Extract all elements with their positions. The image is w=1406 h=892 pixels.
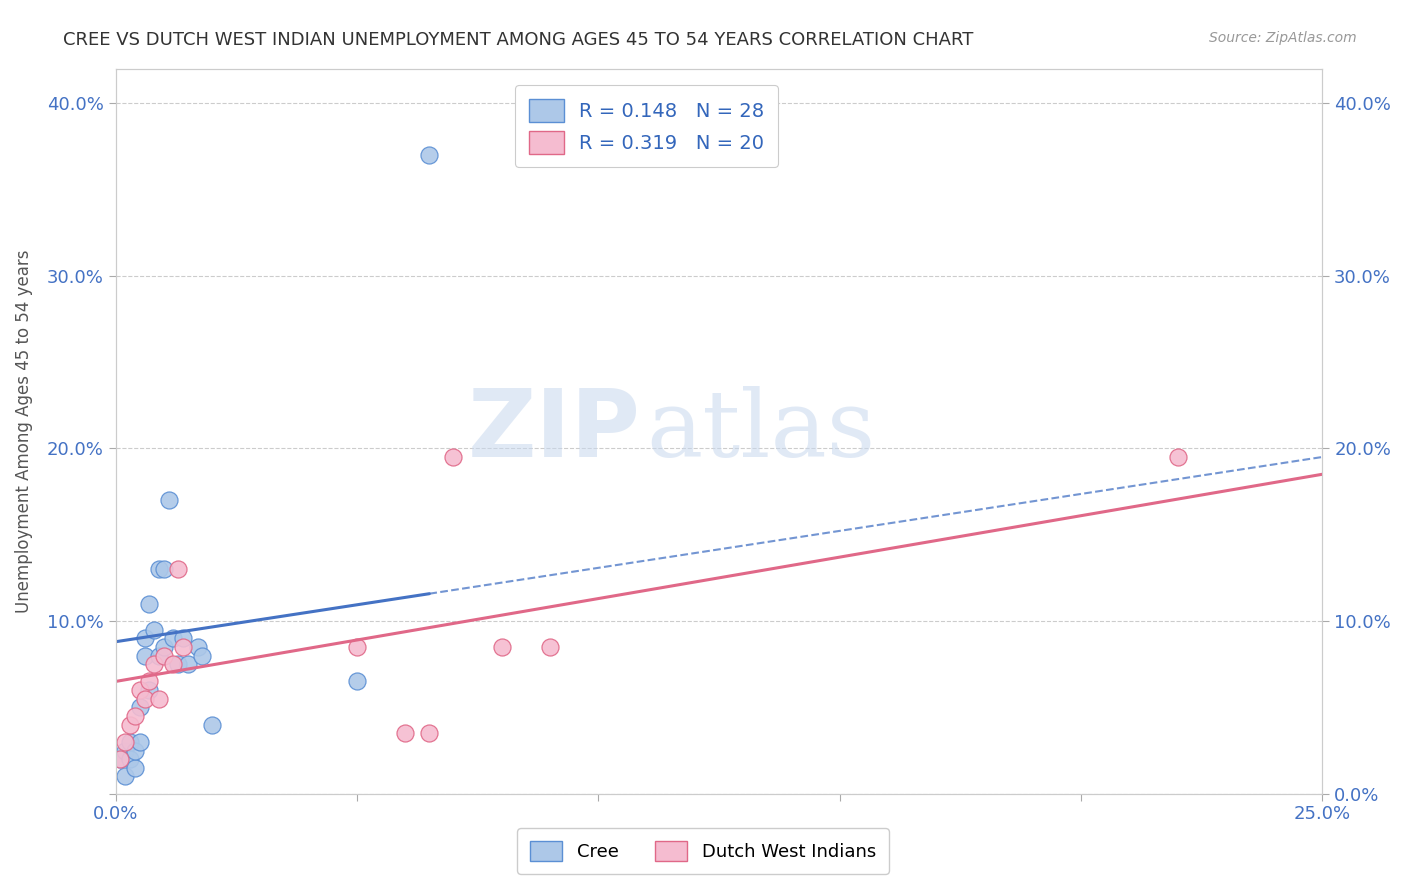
Legend: Cree, Dutch West Indians: Cree, Dutch West Indians bbox=[517, 828, 889, 874]
Point bbox=[443, 450, 465, 464]
Point bbox=[162, 657, 184, 672]
Point bbox=[1166, 450, 1188, 464]
Point bbox=[346, 674, 368, 689]
Point bbox=[118, 735, 141, 749]
Point bbox=[491, 640, 513, 654]
Point bbox=[167, 562, 190, 576]
Point bbox=[418, 726, 440, 740]
Point bbox=[134, 648, 156, 663]
Point bbox=[128, 700, 150, 714]
Point bbox=[172, 640, 194, 654]
Point bbox=[114, 735, 136, 749]
Point bbox=[143, 657, 166, 672]
Text: Source: ZipAtlas.com: Source: ZipAtlas.com bbox=[1209, 31, 1357, 45]
Point bbox=[110, 752, 132, 766]
Point bbox=[162, 632, 184, 646]
Text: atlas: atlas bbox=[647, 386, 876, 476]
Point bbox=[128, 735, 150, 749]
Point bbox=[110, 752, 132, 766]
Point bbox=[177, 657, 200, 672]
Point bbox=[138, 683, 160, 698]
Legend: R = 0.148   N = 28, R = 0.319   N = 20: R = 0.148 N = 28, R = 0.319 N = 20 bbox=[515, 86, 778, 168]
Point bbox=[187, 640, 209, 654]
Point bbox=[118, 717, 141, 731]
Point bbox=[191, 648, 214, 663]
Point bbox=[114, 743, 136, 757]
Point bbox=[148, 648, 170, 663]
Y-axis label: Unemployment Among Ages 45 to 54 years: Unemployment Among Ages 45 to 54 years bbox=[15, 250, 32, 613]
Point bbox=[153, 648, 176, 663]
Point bbox=[148, 562, 170, 576]
Text: CREE VS DUTCH WEST INDIAN UNEMPLOYMENT AMONG AGES 45 TO 54 YEARS CORRELATION CHA: CREE VS DUTCH WEST INDIAN UNEMPLOYMENT A… bbox=[63, 31, 973, 49]
Point bbox=[346, 640, 368, 654]
Point bbox=[124, 743, 146, 757]
Text: ZIP: ZIP bbox=[468, 385, 641, 477]
Point bbox=[134, 632, 156, 646]
Point bbox=[394, 726, 416, 740]
Point bbox=[138, 674, 160, 689]
Point bbox=[118, 752, 141, 766]
Point bbox=[153, 640, 176, 654]
Point bbox=[134, 691, 156, 706]
Point bbox=[538, 640, 561, 654]
Point bbox=[114, 769, 136, 783]
Point bbox=[201, 717, 224, 731]
Point bbox=[124, 761, 146, 775]
Point bbox=[124, 709, 146, 723]
Point bbox=[138, 597, 160, 611]
Point bbox=[153, 562, 176, 576]
Point bbox=[167, 657, 190, 672]
Point bbox=[148, 691, 170, 706]
Point bbox=[172, 632, 194, 646]
Point bbox=[418, 148, 440, 162]
Point bbox=[128, 683, 150, 698]
Point bbox=[157, 493, 180, 508]
Point bbox=[143, 623, 166, 637]
